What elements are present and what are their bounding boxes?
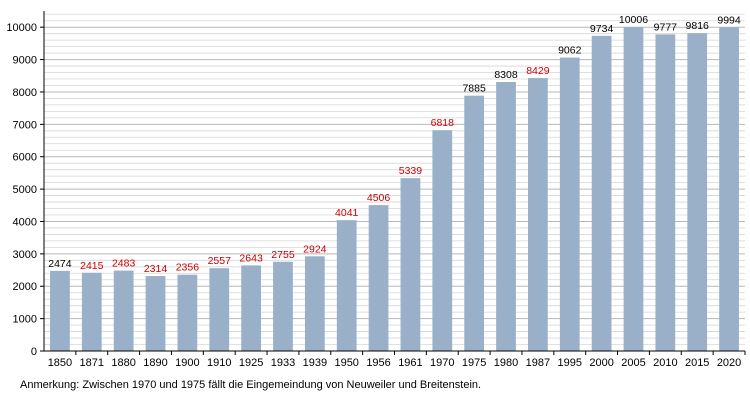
- x-tick-label: 2005: [621, 357, 645, 369]
- y-tick-label: 0: [31, 346, 37, 358]
- bar: [528, 78, 548, 352]
- bar: [304, 256, 325, 351]
- bar: [400, 178, 421, 351]
- y-tick-label: 1000: [13, 314, 37, 326]
- data-label: 2314: [144, 263, 168, 275]
- data-label: 4506: [367, 192, 391, 204]
- x-tick-label: 1890: [143, 357, 167, 369]
- y-tick-label: 6000: [13, 152, 37, 164]
- bar: [50, 270, 70, 351]
- y-tick-label: 5000: [13, 184, 37, 196]
- x-tick-label: 1939: [303, 357, 327, 369]
- bar: [241, 265, 261, 351]
- bar: [559, 57, 580, 351]
- bar: [496, 81, 516, 351]
- bar: [655, 34, 676, 351]
- bar: [591, 35, 612, 352]
- x-tick-label: 1910: [207, 357, 231, 369]
- y-tick-label: 2000: [13, 281, 37, 293]
- bar: [273, 261, 293, 351]
- data-label: 10006: [619, 14, 648, 26]
- data-label: 5339: [399, 165, 423, 177]
- data-label: 7885: [462, 83, 486, 95]
- y-tick-label: 4000: [13, 216, 37, 228]
- data-label: 2483: [112, 258, 136, 270]
- x-tick-label: 1961: [398, 357, 422, 369]
- data-label: 9734: [590, 23, 614, 35]
- x-tick-label: 2000: [589, 357, 613, 369]
- x-tick-label: 2010: [653, 357, 677, 369]
- x-tick-label: 2015: [685, 357, 709, 369]
- x-tick-label: 1900: [175, 357, 199, 369]
- bar: [687, 33, 708, 352]
- x-tick-label: 1925: [239, 357, 263, 369]
- bar: [623, 26, 644, 352]
- data-label: 9062: [558, 45, 582, 57]
- x-tick-label: 1970: [430, 357, 454, 369]
- y-tick-label: 9000: [13, 55, 37, 67]
- data-label: 9816: [686, 20, 710, 32]
- x-tick-label: 1950: [334, 357, 358, 369]
- data-label: 9777: [654, 21, 678, 33]
- data-label: 2557: [208, 255, 232, 267]
- y-tick-label: 7000: [13, 119, 37, 131]
- bar: [113, 270, 134, 351]
- data-label: 2356: [176, 262, 200, 274]
- x-tick-label: 1850: [48, 357, 72, 369]
- chart-footnote: Anmerkung: Zwischen 1970 und 1975 fällt …: [20, 379, 482, 391]
- y-tick-label: 3000: [13, 249, 37, 261]
- data-label: 4041: [335, 207, 359, 219]
- bar: [336, 220, 357, 351]
- data-label: 2755: [271, 249, 295, 261]
- x-tick-label: 1933: [271, 357, 295, 369]
- data-label: 6818: [431, 117, 455, 129]
- x-tick-label: 1995: [558, 357, 582, 369]
- x-tick-label: 1980: [494, 357, 518, 369]
- bar: [145, 276, 166, 351]
- bar: [209, 268, 230, 351]
- x-tick-label: 1880: [111, 357, 135, 369]
- bar: [81, 272, 102, 351]
- data-label: 8308: [494, 69, 518, 81]
- bar: [432, 130, 453, 351]
- data-label: 9994: [717, 14, 741, 26]
- x-tick-label: 1871: [80, 357, 104, 369]
- x-tick-label: 1975: [462, 357, 486, 369]
- bar: [177, 274, 198, 351]
- data-label: 2924: [303, 243, 327, 255]
- data-label: 8429: [526, 65, 550, 77]
- x-tick-label: 2020: [717, 357, 741, 369]
- data-label: 2474: [48, 258, 72, 270]
- bar: [719, 27, 739, 351]
- data-label: 2415: [80, 260, 104, 272]
- y-tick-label: 8000: [13, 87, 37, 99]
- bar: [464, 95, 485, 351]
- x-tick-label: 1987: [526, 357, 550, 369]
- bar: [368, 205, 389, 351]
- x-tick-label: 1956: [366, 357, 390, 369]
- y-tick-label: 10000: [6, 22, 37, 34]
- data-label: 2643: [239, 252, 263, 264]
